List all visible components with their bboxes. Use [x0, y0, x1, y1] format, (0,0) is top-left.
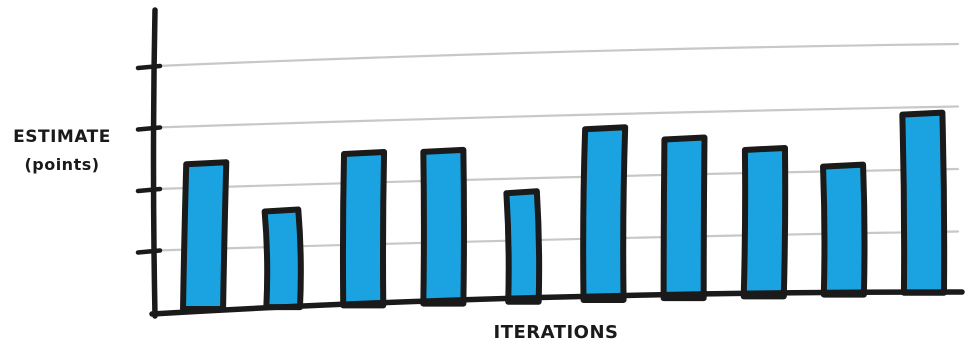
x-axis-label: ITERATIONS [494, 322, 619, 343]
axes [135, 7, 965, 319]
bar [503, 188, 543, 305]
bar [820, 161, 868, 298]
grid-line [155, 42, 960, 68]
y-tick [135, 186, 163, 194]
y-tick [135, 63, 163, 71]
y-axis [150, 7, 158, 319]
bars [180, 109, 948, 312]
bar [339, 148, 388, 309]
y-tick [135, 248, 163, 255]
y-axis-unit-label: (points) [24, 155, 99, 174]
bar [580, 124, 629, 303]
y-tick [135, 125, 163, 132]
bar [740, 144, 789, 300]
bar [420, 146, 467, 307]
bar [180, 159, 230, 312]
y-axis-label: ESTIMATE [13, 127, 111, 147]
bar [899, 109, 948, 296]
bar [261, 206, 304, 311]
x-axis [149, 289, 965, 317]
grid-line [155, 105, 960, 129]
bar [660, 134, 708, 302]
